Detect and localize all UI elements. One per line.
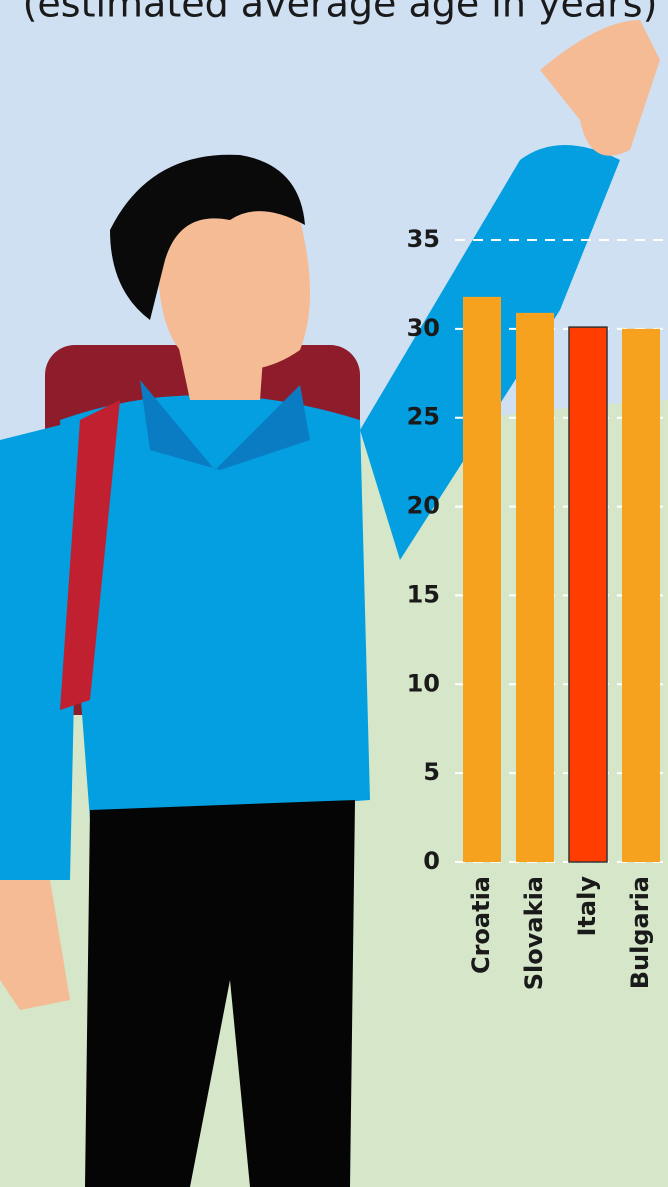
strap [60, 400, 120, 710]
y-tick-label: 25 [407, 403, 440, 431]
bar [622, 328, 660, 862]
chart-subtitle: (estimated average age in years) [23, 0, 658, 26]
face [158, 205, 310, 371]
left-arm [0, 420, 80, 880]
y-tick-label: 10 [407, 669, 440, 697]
hair [110, 154, 305, 320]
x-tick-label: Slovakia [520, 876, 548, 990]
x-tick-label: Italy [573, 876, 601, 937]
hand [540, 20, 660, 156]
bar [568, 326, 608, 863]
bar [463, 296, 501, 863]
person-illustration [0, 20, 660, 1187]
y-tick-label: 0 [423, 847, 440, 875]
y-tick-label: 15 [407, 580, 440, 608]
left-hand [0, 880, 70, 1010]
shirt [60, 395, 370, 820]
trousers [85, 800, 355, 1187]
x-tick-label: Bulgaria [626, 876, 654, 989]
bar [516, 312, 554, 862]
y-tick-label: 20 [407, 492, 440, 520]
y-tick-label: 35 [407, 225, 440, 253]
y-tick-label: 5 [423, 758, 440, 786]
collar [140, 380, 310, 470]
x-tick-label: Croatia [467, 876, 495, 974]
y-tick-label: 30 [407, 314, 440, 342]
